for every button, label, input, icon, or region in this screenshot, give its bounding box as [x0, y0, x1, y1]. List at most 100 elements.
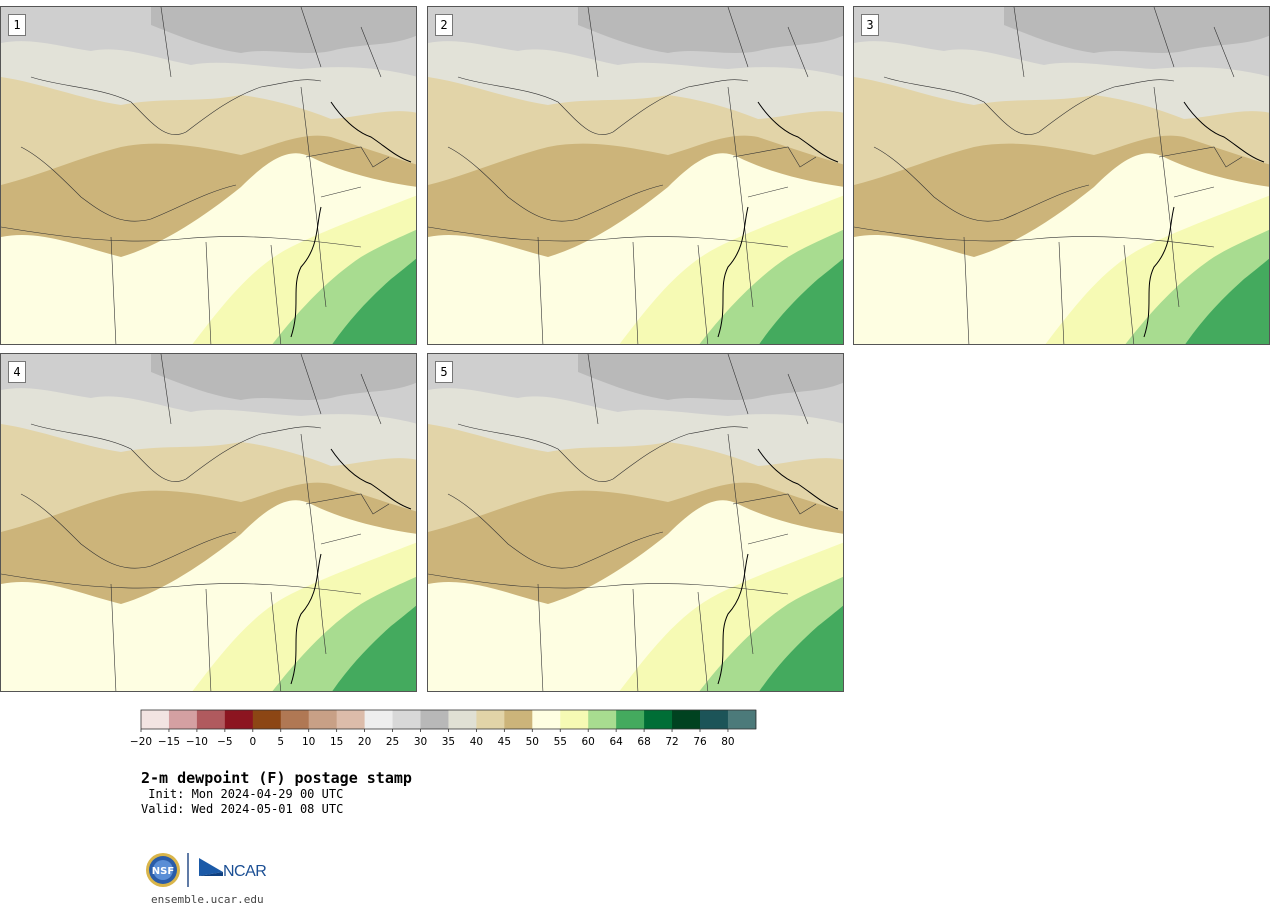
colorbar-swatch — [420, 710, 449, 729]
dewpoint-map — [428, 7, 843, 344]
boundary-line — [457, 76, 749, 135]
colorbar-swatch — [616, 710, 645, 729]
colorbar-tick-label: 64 — [609, 736, 623, 748]
boundary-line — [1, 226, 362, 248]
colorbar-swatch — [700, 710, 729, 729]
panel-label: 3 — [861, 14, 879, 36]
map-panel-1: 1 — [0, 6, 417, 345]
boundary-line — [305, 493, 390, 545]
coastline — [717, 448, 839, 685]
chart-title: 2-m dewpoint (F) postage stamp — [141, 769, 412, 787]
colorbar-swatch — [196, 710, 226, 729]
boundary-line — [20, 146, 237, 222]
boundary-line — [883, 76, 1175, 135]
colorbar-tick-label: 55 — [554, 736, 567, 748]
colorbar-tick-label: 76 — [693, 736, 707, 748]
boundary-line — [1158, 146, 1243, 198]
colorbar-swatch — [168, 710, 198, 729]
dewpoint-map — [854, 7, 1269, 344]
map-panel-3: 3 — [853, 6, 1270, 345]
boundary-line — [447, 146, 664, 222]
boundary-line — [727, 433, 754, 655]
boundary-line — [428, 573, 789, 595]
colorbar-swatch — [224, 710, 254, 729]
boundary-line — [537, 583, 709, 691]
colorbar-legend: −20 −15 −10 −5 0 5 10 15 20 25 30 35 40 45 50 55 60 64 68 7… — [130, 709, 757, 748]
colorbar-swatch — [308, 710, 338, 729]
boundary-line — [457, 423, 749, 482]
coastline — [717, 101, 839, 338]
dewpoint-contour-fill — [332, 258, 416, 344]
nsf-logo: NSF — [146, 853, 180, 887]
dewpoint-map — [1, 7, 416, 344]
colorbar-tick-label: 60 — [582, 736, 595, 748]
boundary-line — [1013, 7, 1235, 78]
panel-label: 4 — [8, 361, 26, 383]
colorbar-tick-label: 68 — [637, 736, 650, 748]
dewpoint-contour-fill — [151, 354, 416, 400]
boundary-line — [160, 7, 382, 78]
boundary-line — [727, 86, 754, 308]
colorbar-swatch — [588, 710, 617, 729]
dewpoint-map — [1, 354, 416, 691]
boundary-line — [732, 146, 817, 198]
init-time: Init: Mon 2024-04-29 00 UTC — [141, 787, 344, 801]
site-url: ensemble.ucar.edu — [151, 893, 264, 906]
boundary-line — [537, 236, 709, 344]
dewpoint-contour-fill — [578, 354, 843, 400]
colorbar-tick-label: −5 — [217, 736, 232, 748]
colorbar-swatch — [560, 710, 589, 729]
boundary-line — [963, 236, 1135, 344]
colorbar-swatch — [476, 710, 505, 729]
colorbar-swatch — [364, 710, 394, 729]
boundary-line — [160, 354, 382, 425]
logos: NSF NCAR — [146, 853, 267, 887]
panel-label: 1 — [8, 14, 26, 36]
boundary-line — [587, 7, 809, 78]
colorbar-swatch — [336, 710, 366, 729]
boundary-line — [854, 226, 1215, 248]
colorbar-tick-label: 25 — [386, 736, 399, 748]
colorbar-tick-label: 10 — [302, 736, 315, 748]
dewpoint-contour-fill — [759, 258, 843, 344]
colorbar-tick-label: −15 — [158, 736, 180, 748]
boundary-line — [1153, 86, 1180, 308]
boundary-line — [300, 86, 327, 308]
boundary-line — [587, 354, 809, 425]
colorbar-tick-label: 15 — [330, 736, 343, 748]
boundary-line — [300, 433, 327, 655]
nsf-logo-text: NSF — [152, 866, 174, 877]
coastline — [290, 448, 412, 685]
boundary-line — [110, 236, 282, 344]
boundary-line — [20, 493, 237, 569]
colorbar-tick-label: 20 — [358, 736, 371, 748]
boundary-line — [873, 146, 1090, 222]
dewpoint-contour-fill — [1185, 258, 1269, 344]
colorbar-tick-label: 40 — [470, 736, 483, 748]
boundary-line — [428, 226, 789, 248]
valid-time: Valid: Wed 2024-05-01 08 UTC — [141, 802, 344, 816]
map-panel-4: 4 — [0, 353, 417, 692]
boundary-line — [30, 423, 322, 482]
colorbar-tick-label: 0 — [249, 736, 256, 748]
colorbar-swatch — [141, 710, 170, 729]
colorbar-swatch — [727, 710, 757, 729]
dewpoint-contour-fill — [578, 7, 843, 53]
map-panel-5: 5 — [427, 353, 844, 692]
panel-label: 2 — [435, 14, 453, 36]
colorbar-tick-label: 5 — [277, 736, 284, 748]
dewpoint-contour-fill — [151, 7, 416, 53]
colorbar-tick-label: 45 — [498, 736, 511, 748]
colorbar-tick-label: 72 — [665, 736, 678, 748]
colorbar-swatch — [252, 710, 282, 729]
boundary-line — [305, 146, 390, 198]
colorbar-tick-label: −10 — [186, 736, 208, 748]
coastline — [290, 101, 412, 338]
map-panel-2: 2 — [427, 6, 844, 345]
colorbar-tick-label: 30 — [414, 736, 427, 748]
panel-label: 5 — [435, 361, 453, 383]
coastline — [1143, 101, 1265, 338]
colorbar-swatch — [392, 710, 421, 729]
colorbar-swatch — [504, 710, 533, 729]
boundary-line — [447, 493, 664, 569]
